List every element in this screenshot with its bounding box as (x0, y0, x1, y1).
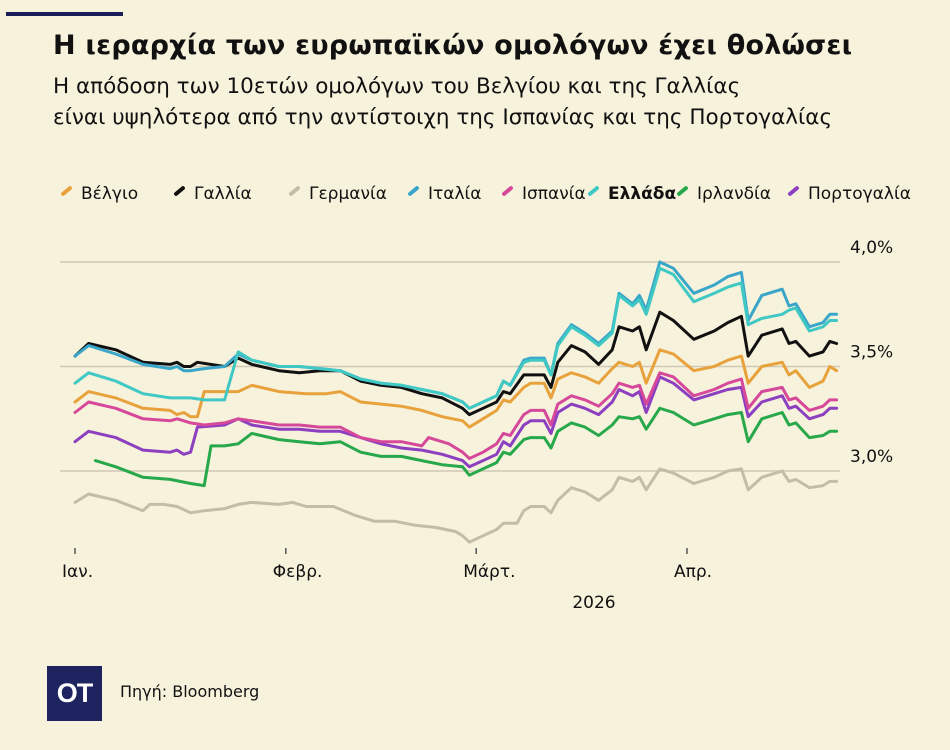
x-tick-label: Φεβρ. (273, 562, 323, 582)
legend-label: Βέλγιο (81, 184, 139, 204)
legend-label: Γαλλία (194, 184, 252, 204)
legend-label: Ιρλανδία (697, 184, 771, 204)
legend-item-Βέλγιο: Βέλγιο (60, 184, 138, 204)
legend-item-Ισπανία: Ισπανία (501, 184, 586, 204)
legend: Βέλγιο Γαλλία Γερμανία Ιταλία Ισπανία Ελλάδα Ι… (60, 184, 940, 210)
legend-item-Ιταλία: Ιταλία (407, 184, 481, 204)
y-tick-label: 3,0% (850, 447, 893, 467)
legend-item-Ελλάδα: Ελλάδα (587, 184, 676, 204)
legend-label: Ιταλία (428, 184, 482, 204)
top-accent-bar (6, 12, 123, 16)
legend-label: Ελλάδα (608, 184, 677, 204)
series-line-Γερμανία (73, 467, 839, 544)
y-axis-labels: 4,0% 3,5% 3,0% (850, 238, 893, 467)
x-tick-label: Μάρτ. (463, 562, 515, 582)
x-tick-label: Ιαν. (62, 562, 93, 582)
legend-item-Πορτογαλία: Πορτογαλία (787, 184, 911, 204)
legend-item-Γαλλία: Γαλλία (173, 184, 252, 204)
source-note: Πηγή: Bloomberg (120, 682, 260, 701)
series-line-Ισπανία (73, 371, 839, 460)
chart-title: Η ιεραρχία των ευρωπαϊκών ομολόγων έχει … (53, 30, 853, 61)
subtitle-line-2: είναι υψηλότερα από την αντίστοιχη της Ι… (53, 105, 833, 130)
legend-label: Ισπανία (522, 184, 586, 204)
legend-item-Ιρλανδία: Ιρλανδία (676, 184, 771, 204)
subtitle-line-1: Η απόδοση των 10ετών ομολόγων του Βελγίο… (53, 74, 741, 99)
legend-item-Γερμανία: Γερμανία (288, 184, 387, 204)
x-axis-title: 2026 (572, 593, 615, 613)
series-line-Ελλάδα (73, 266, 839, 410)
x-axis: Ιαν. Φεβρ. Μάρτ. Απρ. (62, 548, 712, 582)
series-lines (73, 260, 839, 544)
series-line-Πορτογαλία (73, 375, 839, 469)
y-tick-label: 4,0% (850, 238, 893, 258)
y-tick-label: 3,5% (850, 343, 893, 363)
series-line-Ιταλία (73, 260, 839, 410)
legend-label: Πορτογαλία (808, 184, 911, 204)
chart-subtitle: Η απόδοση των 10ετών ομολόγων του Βελγίο… (53, 71, 832, 133)
series-line-Βέλγιο (73, 348, 839, 429)
ot-logo: ΟΤ (47, 666, 102, 721)
legend-label: Γερμανία (309, 184, 387, 204)
series-line-Ιρλανδία (93, 406, 839, 488)
x-tick-label: Απρ. (674, 562, 712, 582)
